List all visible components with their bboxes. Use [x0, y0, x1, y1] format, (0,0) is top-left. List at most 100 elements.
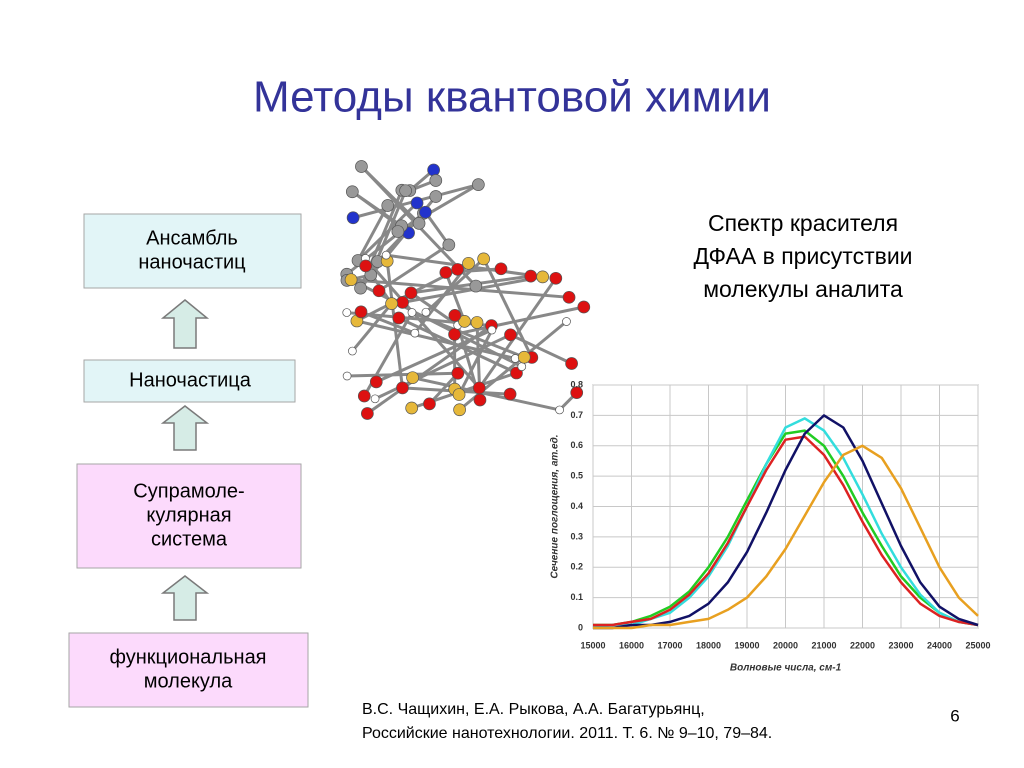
- atom: [470, 316, 484, 329]
- box-label: Наночастица: [129, 369, 252, 391]
- atom: [355, 160, 368, 173]
- atom: [469, 279, 483, 293]
- atom: [344, 273, 358, 287]
- atom: [549, 271, 563, 285]
- y-tick-label: 0.3: [570, 531, 583, 541]
- atom: [407, 308, 417, 317]
- atom: [391, 225, 405, 238]
- atom: [517, 362, 527, 371]
- atom: [381, 250, 391, 260]
- slide-title: Методы квантовой химии: [253, 73, 771, 122]
- atom: [342, 308, 352, 317]
- atom: [487, 325, 497, 335]
- atom: [427, 163, 440, 177]
- y-tick-label: 0.7: [570, 410, 583, 420]
- box: [83, 213, 302, 289]
- atom: [577, 300, 591, 314]
- bond: [351, 302, 393, 353]
- bond: [411, 311, 525, 359]
- atom: [354, 281, 367, 295]
- atom: [562, 290, 576, 304]
- box-label: молекула: [144, 670, 233, 692]
- atom: [462, 256, 475, 270]
- box-label: система: [151, 528, 228, 550]
- box: [76, 463, 302, 569]
- atom: [451, 263, 464, 276]
- atom: [399, 184, 412, 198]
- x-tick-label: 17000: [657, 640, 682, 650]
- x-axis-label: Волновые числа, см-1: [730, 663, 842, 674]
- bond: [397, 183, 480, 233]
- box-label: Ансамбль: [146, 227, 238, 249]
- atom: [348, 346, 357, 356]
- x-tick-label: 16000: [619, 640, 644, 650]
- molecule-image: [340, 160, 591, 420]
- atom: [410, 196, 424, 210]
- atom: [448, 309, 462, 322]
- atom: [439, 266, 453, 279]
- caption: молекулы аналита: [703, 276, 903, 302]
- atom: [354, 305, 368, 319]
- box: [83, 359, 296, 403]
- x-tick-label: 21000: [811, 640, 836, 650]
- bond: [347, 371, 458, 378]
- atom: [451, 366, 465, 380]
- atom: [473, 393, 487, 407]
- x-tick-label: 24000: [927, 640, 952, 650]
- bond: [509, 333, 573, 365]
- atom: [472, 178, 485, 191]
- series-line: [593, 435, 979, 627]
- atom: [385, 297, 398, 310]
- arrow: [160, 299, 210, 349]
- atom: [372, 284, 386, 298]
- atom: [412, 216, 426, 230]
- atom: [453, 403, 466, 417]
- box-label: кулярная: [146, 504, 231, 526]
- box-label: наночастиц: [138, 251, 245, 273]
- atom: [396, 381, 409, 395]
- atom: [494, 262, 508, 276]
- x-tick-label: 25000: [965, 640, 990, 650]
- atom: [517, 350, 531, 364]
- atom: [555, 405, 564, 415]
- atom: [423, 397, 436, 411]
- atom: [361, 407, 374, 420]
- caption: ДФАА в присутствии: [693, 243, 912, 269]
- atom: [452, 388, 466, 401]
- atom: [369, 375, 383, 389]
- bond: [360, 310, 416, 335]
- y-tick-label: 0.5: [570, 471, 583, 481]
- x-tick-label: 22000: [850, 640, 875, 650]
- box: [68, 632, 309, 708]
- x-tick-label: 20000: [773, 640, 798, 650]
- arrow: [160, 575, 210, 621]
- atom: [404, 286, 418, 300]
- x-tick-label: 15000: [580, 640, 605, 650]
- x-tick-label: 18000: [696, 640, 721, 650]
- y-tick-label: 0.8: [570, 379, 583, 389]
- y-axis-label: Сечение поглощения, ат.ед.: [550, 434, 561, 578]
- atom: [345, 185, 359, 199]
- reference: В.С. Чащихин, Е.А. Рыкова, А.А. Багатурь…: [362, 701, 705, 718]
- atom: [359, 259, 373, 273]
- y-tick-label: 0.2: [570, 562, 583, 572]
- arrow: [160, 405, 210, 451]
- atom: [357, 389, 371, 403]
- atom: [442, 238, 456, 252]
- atom: [346, 211, 360, 225]
- atom: [536, 270, 549, 284]
- atom: [472, 381, 486, 395]
- atom: [565, 357, 578, 370]
- atom: [570, 386, 584, 400]
- caption: Спектр красителя: [708, 210, 898, 236]
- bond: [375, 328, 493, 384]
- atom: [396, 296, 409, 309]
- page-number: 6: [950, 706, 959, 725]
- bond: [478, 277, 558, 389]
- atom: [392, 311, 406, 325]
- atom: [448, 327, 461, 341]
- chart: 0 0.1 0.2 0.3 0.4 0.5 0.6 0.7 0.8 15000 16000 17000…: [550, 379, 991, 673]
- reference: Российские нанотехнологии. 2011. Т. 6. №…: [362, 725, 772, 742]
- series-line: [593, 444, 979, 630]
